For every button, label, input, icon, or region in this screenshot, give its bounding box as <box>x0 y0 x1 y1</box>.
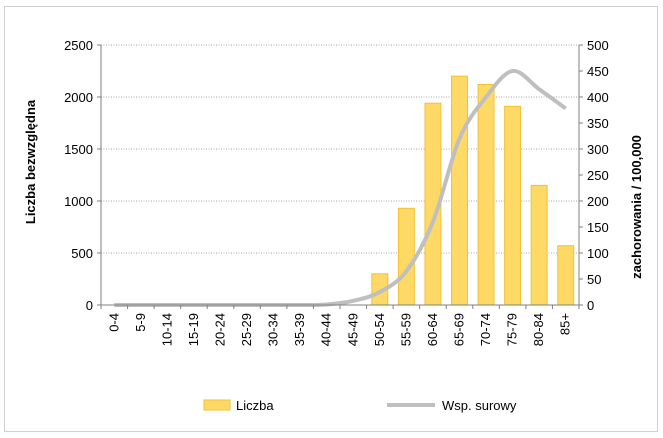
right-tick-label: 50 <box>587 272 601 287</box>
left-axis-ticks: 0 500 1000 1500 2000 2500 <box>64 38 101 313</box>
right-axis-ticks: 0 50 100 150 200 250 300 350 400 450 500 <box>579 38 609 313</box>
right-tick-label: 0 <box>587 298 594 313</box>
line-wsp-surowy <box>114 71 565 305</box>
chart-svg: 0 500 1000 1500 2000 2500 0 50 100 150 200 250 300 3… <box>5 7 659 433</box>
right-tick-label: 300 <box>587 142 609 157</box>
legend-swatch-liczba <box>204 400 230 410</box>
x-tick-label: 75-79 <box>505 313 520 346</box>
bar-70-74 <box>478 85 494 305</box>
legend: Liczba Wsp. surowy <box>204 398 517 413</box>
bar-55-59 <box>398 208 414 305</box>
bar-series <box>372 76 574 305</box>
x-tick-label: 80-84 <box>531 313 546 346</box>
x-tick-label: 25-29 <box>239 313 254 346</box>
x-tick-label: 35-39 <box>292 313 307 346</box>
legend-label-wsp-surowy: Wsp. surowy <box>442 398 517 413</box>
bar-75-79 <box>505 106 521 305</box>
x-tick-label: 50-54 <box>372 313 387 346</box>
right-tick-label: 100 <box>587 246 609 261</box>
x-tick-label: 40-44 <box>319 313 334 346</box>
x-tick-label: 55-59 <box>398 313 413 346</box>
left-axis-title: Liczba bezwzględna <box>23 99 38 224</box>
x-tick-label: 10-14 <box>159 313 174 346</box>
x-axis-ticks: 0-4 5-9 10-14 15-19 20-24 25-29 30-34 35-39 40-4… <box>101 305 579 346</box>
x-tick-label: 15-19 <box>186 313 201 346</box>
x-tick-label: 65-69 <box>452 313 467 346</box>
right-tick-label: 250 <box>587 168 609 183</box>
right-tick-label: 400 <box>587 90 609 105</box>
x-tick-label: 45-49 <box>345 313 360 346</box>
x-tick-label: 5-9 <box>133 313 148 332</box>
chart-frame: 0 500 1000 1500 2000 2500 0 50 100 150 200 250 300 3… <box>4 6 658 432</box>
bar-65-69 <box>452 76 468 305</box>
x-tick-label: 20-24 <box>213 313 228 346</box>
x-tick-label: 60-64 <box>425 313 440 346</box>
x-tick-label: 70-74 <box>478 313 493 346</box>
left-tick-label: 500 <box>71 246 93 261</box>
left-tick-label: 1000 <box>64 194 93 209</box>
x-tick-label: 30-34 <box>266 313 281 346</box>
bar-85+ <box>558 246 574 305</box>
bar-80-84 <box>531 185 547 305</box>
line-series <box>114 71 566 305</box>
right-tick-label: 350 <box>587 116 609 131</box>
left-tick-label: 2500 <box>64 38 93 53</box>
x-tick-label: 0-4 <box>106 313 121 332</box>
left-tick-label: 2000 <box>64 90 93 105</box>
right-tick-label: 500 <box>587 38 609 53</box>
left-tick-label: 0 <box>86 298 93 313</box>
right-tick-label: 200 <box>587 194 609 209</box>
right-tick-label: 150 <box>587 220 609 235</box>
right-axis-title: zachorowania / 100,000 <box>629 135 644 279</box>
x-tick-label: 85+ <box>558 313 573 335</box>
left-tick-label: 1500 <box>64 142 93 157</box>
right-tick-label: 450 <box>587 64 609 79</box>
legend-label-liczba: Liczba <box>236 398 274 413</box>
